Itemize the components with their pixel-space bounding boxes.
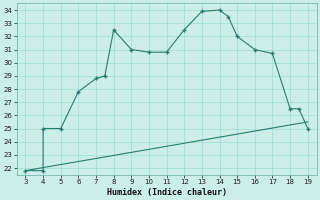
X-axis label: Humidex (Indice chaleur): Humidex (Indice chaleur) [107,188,227,197]
